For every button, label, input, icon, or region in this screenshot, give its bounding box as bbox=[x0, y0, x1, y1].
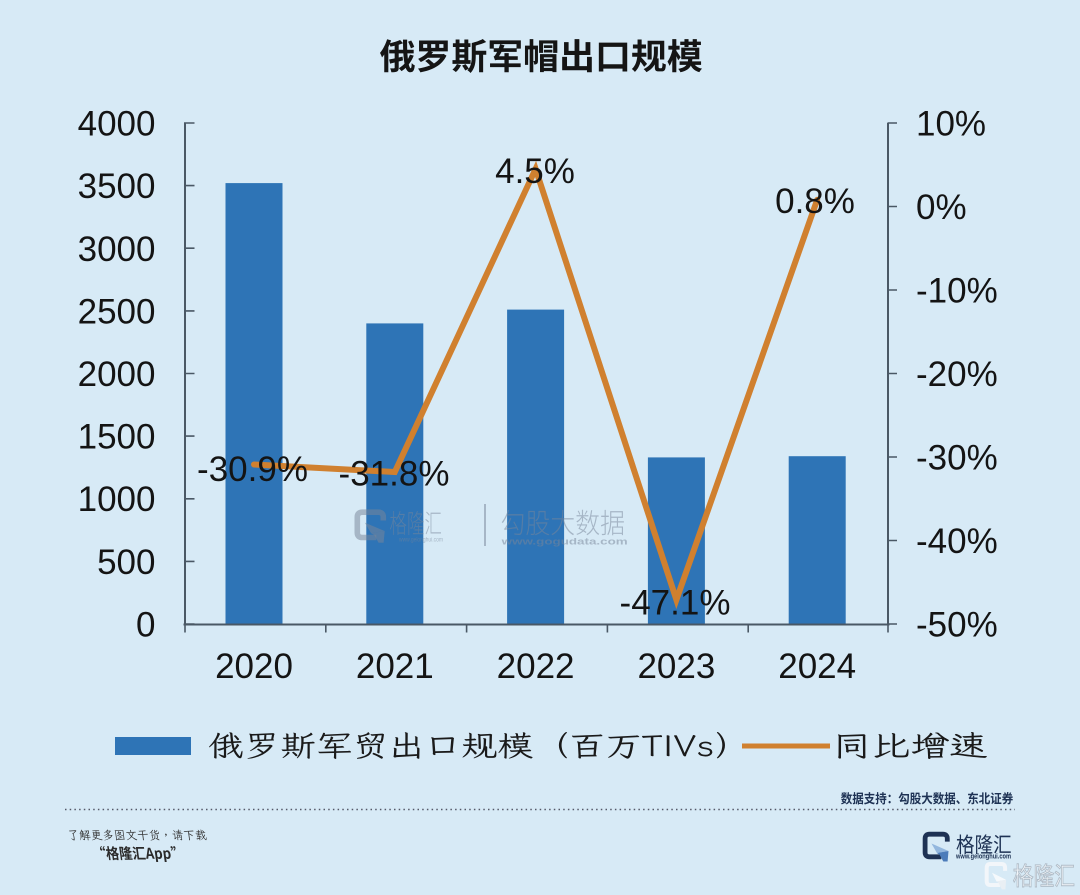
svg-text:3000: 3000 bbox=[78, 230, 156, 269]
svg-text:-40%: -40% bbox=[916, 522, 998, 561]
svg-text:-47.1%: -47.1% bbox=[620, 584, 731, 623]
svg-text:2022: 2022 bbox=[497, 647, 575, 686]
svg-text:2000: 2000 bbox=[78, 355, 156, 394]
svg-text:1500: 1500 bbox=[78, 418, 156, 457]
svg-text:2020: 2020 bbox=[215, 647, 293, 686]
svg-text:10%: 10% bbox=[916, 105, 986, 144]
svg-text:4.5%: 4.5% bbox=[495, 152, 575, 191]
svg-text:-30.9%: -30.9% bbox=[197, 450, 308, 489]
svg-text:2500: 2500 bbox=[78, 292, 156, 331]
svg-text:3500: 3500 bbox=[78, 167, 156, 206]
svg-text:0.8%: 0.8% bbox=[775, 182, 855, 221]
svg-text:0%: 0% bbox=[916, 188, 967, 227]
svg-text:2021: 2021 bbox=[356, 647, 434, 686]
svg-text:-20%: -20% bbox=[916, 355, 998, 394]
svg-text:-50%: -50% bbox=[916, 606, 998, 645]
svg-text:4000: 4000 bbox=[78, 105, 156, 144]
svg-text:0: 0 bbox=[136, 606, 155, 645]
svg-text:-10%: -10% bbox=[916, 272, 998, 311]
svg-text:www.gelonghui.com: www.gelonghui.com bbox=[398, 538, 443, 544]
svg-text:www.gogudata.com: www.gogudata.com bbox=[500, 537, 627, 547]
svg-text:-30%: -30% bbox=[916, 439, 998, 478]
svg-text:2023: 2023 bbox=[637, 647, 715, 686]
svg-text:1000: 1000 bbox=[78, 480, 156, 519]
svg-text:500: 500 bbox=[97, 543, 155, 582]
svg-text:www.gelonghui.com: www.gelonghui.com bbox=[955, 852, 1011, 861]
svg-text:2024: 2024 bbox=[778, 647, 856, 686]
svg-text:-31.8%: -31.8% bbox=[339, 455, 450, 494]
